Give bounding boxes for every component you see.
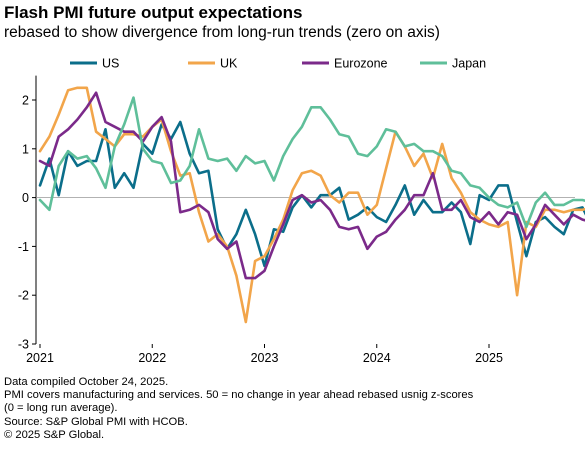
note-source: Source: S&P Global PMI with HCOB.: [4, 415, 188, 428]
x-tick-label: 2023: [251, 351, 279, 365]
x-tick-label: 2022: [138, 351, 166, 365]
y-tick-label: 2: [22, 94, 29, 108]
x-tick-label: 2025: [475, 351, 503, 365]
y-tick-label: 1: [22, 142, 29, 156]
chart-subtitle: rebased to show divergence from long-run…: [4, 24, 440, 41]
note-data-compiled: Data compiled October 24, 2025.: [4, 376, 169, 388]
x-tick-label: 2021: [26, 351, 54, 365]
chart-notes: Data compiled October 24, 2025. PMI cove…: [4, 376, 473, 442]
note-pmi-coverage: PMI covers manufacturing and services. 5…: [4, 389, 474, 402]
legend-label-eurozone: Eurozone: [334, 57, 388, 71]
legend-label-uk: UK: [220, 57, 238, 71]
series-line-uk: [38, 86, 585, 324]
legend-label-us: US: [102, 57, 119, 71]
note-copyright: © 2025 S&P Global.: [4, 428, 105, 441]
y-tick-label: -2: [18, 289, 29, 303]
legend-label-japan: Japan: [452, 57, 486, 71]
note-long-run-average: (0 = long run average).: [4, 402, 118, 415]
chart-title: Flash PMI future output expectations: [4, 3, 303, 22]
series-line-us: [38, 120, 585, 268]
series-line-eurozone: [38, 91, 585, 280]
x-tick-label: 2024: [363, 351, 391, 365]
y-tick-label: 0: [22, 191, 29, 205]
y-tick-label: -1: [18, 240, 29, 254]
y-tick-label: -3: [18, 338, 29, 352]
series-line-japan: [38, 96, 585, 229]
